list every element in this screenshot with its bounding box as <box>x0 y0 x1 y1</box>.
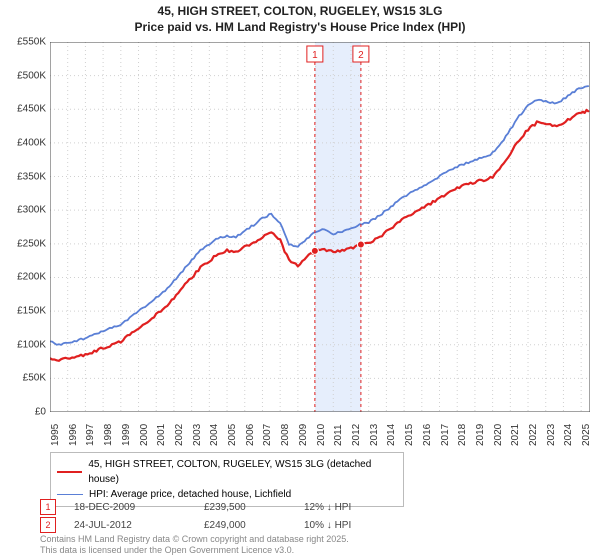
legend-swatch-icon <box>57 494 83 496</box>
x-tick-label: 2021 <box>510 416 521 446</box>
y-tick-label: £350K <box>2 171 46 182</box>
y-tick-label: £0 <box>2 407 46 418</box>
marker-pct: 10% ↓ HPI <box>304 520 404 531</box>
plot-area: 12 £0£50K£100K£150K£200K£250K£300K£350K£… <box>50 42 590 412</box>
marker-row: 1 18-DEC-2009 £239,500 12% ↓ HPI <box>40 498 404 516</box>
y-tick-label: £200K <box>2 272 46 283</box>
y-tick-label: £550K <box>2 37 46 48</box>
x-tick-label: 1996 <box>68 416 79 446</box>
y-tick-label: £500K <box>2 70 46 81</box>
x-tick-label: 1997 <box>85 416 96 446</box>
chart-title: 45, HIGH STREET, COLTON, RUGELEY, WS15 3… <box>0 0 600 35</box>
x-tick-label: 2024 <box>563 416 574 446</box>
marker-date: 18-DEC-2009 <box>74 502 204 513</box>
x-tick-label: 2023 <box>546 416 557 446</box>
marker-box-icon: 1 <box>40 499 56 515</box>
x-tick-label: 2012 <box>351 416 362 446</box>
marker-box-icon: 2 <box>40 517 56 533</box>
x-tick-label: 2017 <box>440 416 451 446</box>
x-tick-label: 2003 <box>192 416 203 446</box>
footer-line1: Contains HM Land Registry data © Crown c… <box>40 534 349 545</box>
y-tick-label: £450K <box>2 104 46 115</box>
svg-text:2: 2 <box>358 50 364 61</box>
x-tick-label: 2019 <box>475 416 486 446</box>
y-tick-label: £250K <box>2 238 46 249</box>
x-tick-label: 2009 <box>298 416 309 446</box>
marker-price: £239,500 <box>204 502 304 513</box>
marker-date: 24-JUL-2012 <box>74 520 204 531</box>
x-tick-label: 2015 <box>404 416 415 446</box>
y-tick-label: £100K <box>2 339 46 350</box>
chart-container: 45, HIGH STREET, COLTON, RUGELEY, WS15 3… <box>0 0 600 560</box>
title-line1: 45, HIGH STREET, COLTON, RUGELEY, WS15 3… <box>0 4 600 20</box>
x-tick-label: 2013 <box>369 416 380 446</box>
legend-swatch-icon <box>57 471 82 474</box>
plot-svg: 12 <box>50 42 590 412</box>
x-tick-label: 2001 <box>156 416 167 446</box>
x-tick-label: 2018 <box>457 416 468 446</box>
marker-price: £249,000 <box>204 520 304 531</box>
y-tick-label: £150K <box>2 306 46 317</box>
x-tick-label: 2010 <box>316 416 327 446</box>
x-tick-label: 2002 <box>174 416 185 446</box>
svg-text:1: 1 <box>312 50 318 61</box>
legend-item-price-paid: 45, HIGH STREET, COLTON, RUGELEY, WS15 3… <box>57 457 397 487</box>
x-tick-label: 2005 <box>227 416 238 446</box>
x-tick-label: 1999 <box>121 416 132 446</box>
y-tick-label: £300K <box>2 205 46 216</box>
x-tick-label: 2016 <box>422 416 433 446</box>
x-tick-label: 2004 <box>209 416 220 446</box>
x-tick-label: 2000 <box>139 416 150 446</box>
footer-line2: This data is licensed under the Open Gov… <box>40 545 349 556</box>
legend-label: 45, HIGH STREET, COLTON, RUGELEY, WS15 3… <box>88 457 397 487</box>
footer-note: Contains HM Land Registry data © Crown c… <box>40 534 349 556</box>
title-line2: Price paid vs. HM Land Registry's House … <box>0 20 600 36</box>
x-tick-label: 2022 <box>528 416 539 446</box>
x-tick-label: 2007 <box>262 416 273 446</box>
marker-table: 1 18-DEC-2009 £239,500 12% ↓ HPI 2 24-JU… <box>40 498 404 534</box>
x-tick-label: 2006 <box>245 416 256 446</box>
x-tick-label: 2020 <box>493 416 504 446</box>
x-tick-label: 1995 <box>50 416 61 446</box>
x-tick-label: 2011 <box>333 416 344 446</box>
marker-row: 2 24-JUL-2012 £249,000 10% ↓ HPI <box>40 516 404 534</box>
y-tick-label: £50K <box>2 373 46 384</box>
x-tick-label: 1998 <box>103 416 114 446</box>
x-tick-label: 2014 <box>386 416 397 446</box>
y-tick-label: £400K <box>2 137 46 148</box>
marker-pct: 12% ↓ HPI <box>304 502 404 513</box>
x-tick-label: 2008 <box>280 416 291 446</box>
x-tick-label: 2025 <box>581 416 592 446</box>
